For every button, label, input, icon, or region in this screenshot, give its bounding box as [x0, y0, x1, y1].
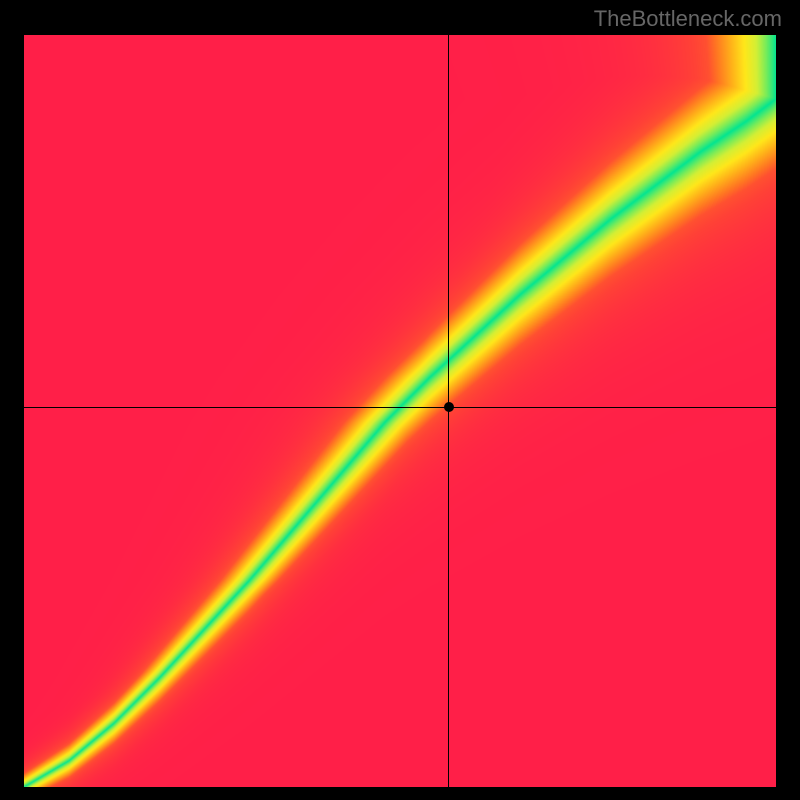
plot-frame: [24, 35, 776, 787]
heatmap-canvas: [24, 35, 776, 787]
crosshair-horizontal: [24, 407, 776, 408]
watermark-text: TheBottleneck.com: [594, 6, 782, 32]
